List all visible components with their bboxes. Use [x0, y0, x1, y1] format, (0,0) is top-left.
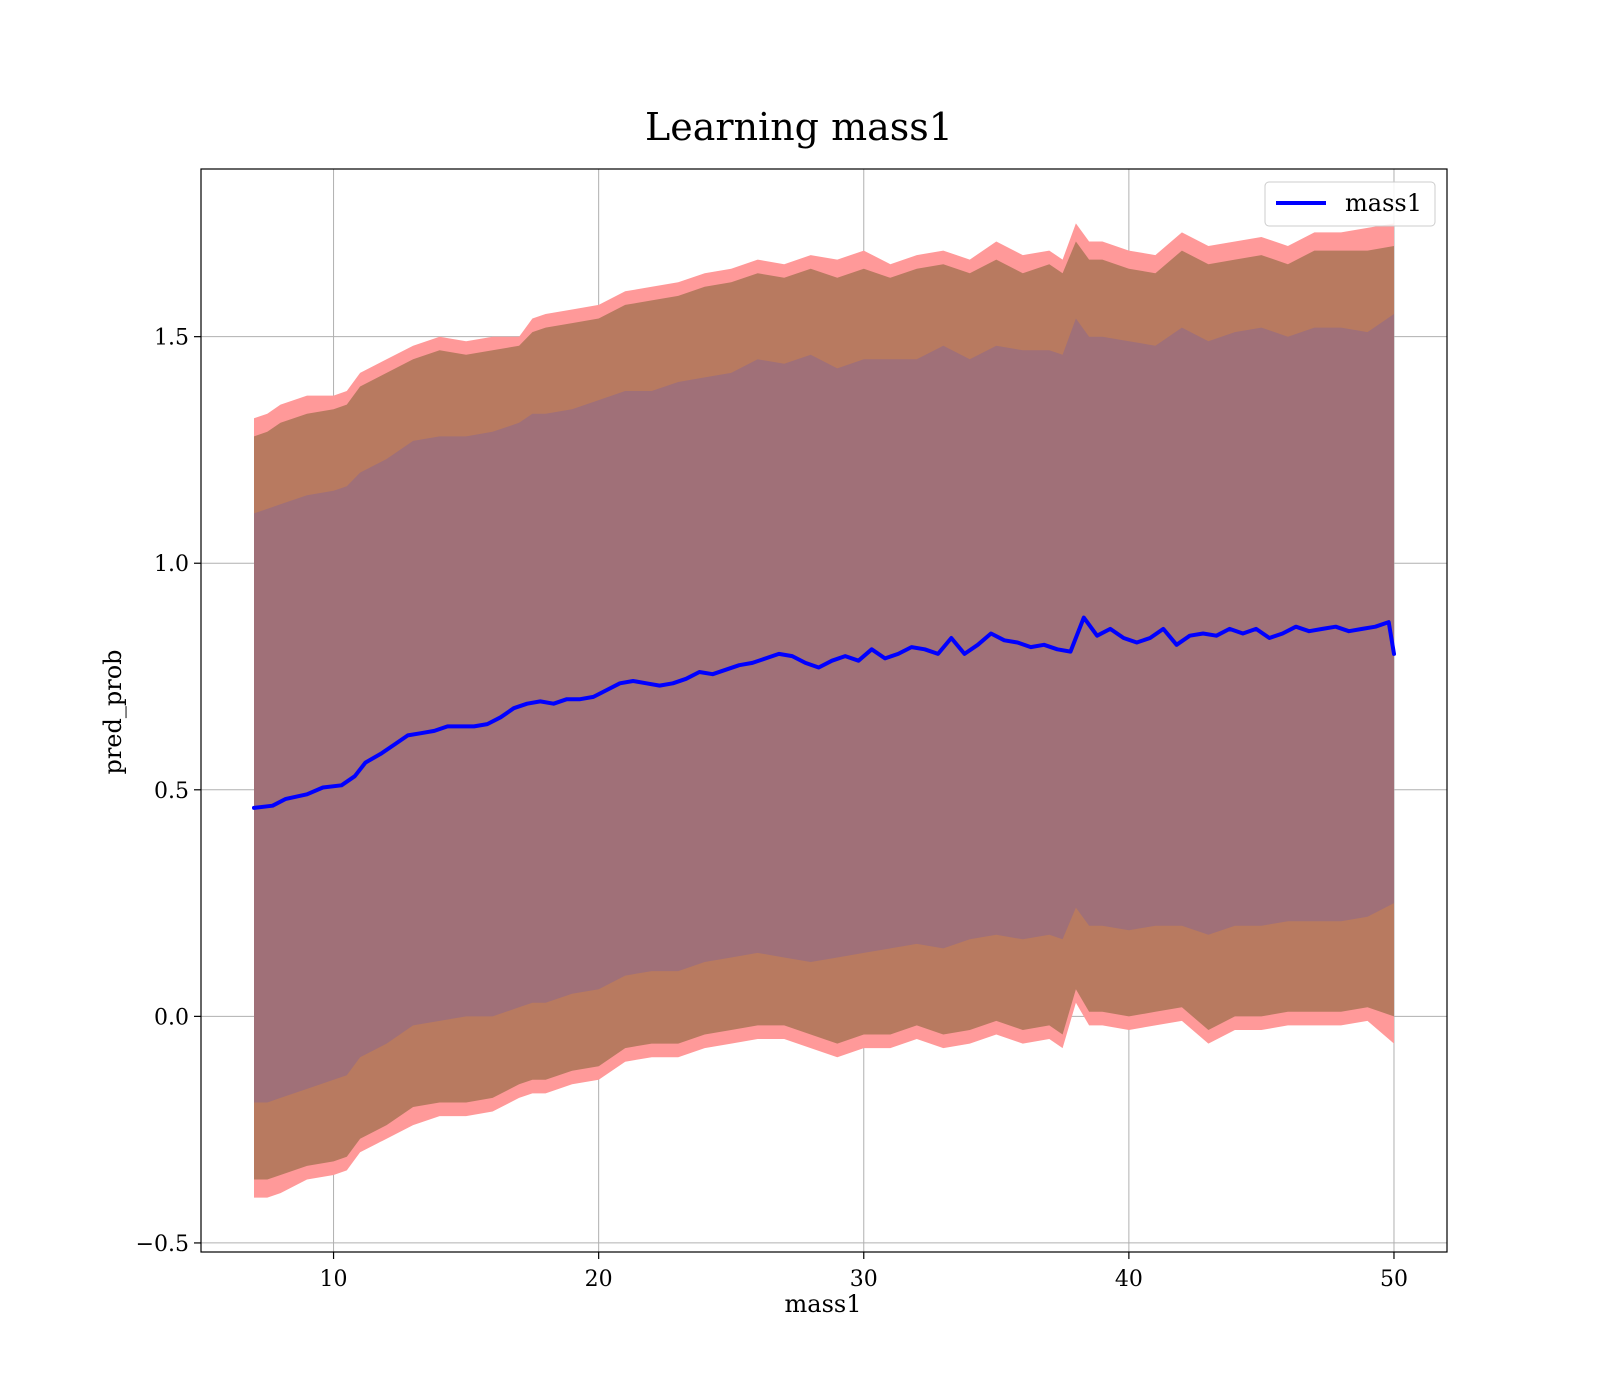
- y-tick-label: 0.5: [154, 779, 189, 804]
- band-inner: [254, 314, 1394, 1103]
- y-tick-label: −0.5: [136, 1232, 189, 1257]
- x-tick-label: 40: [1115, 1267, 1143, 1292]
- x-tick-label: 50: [1380, 1267, 1408, 1292]
- x-axis-label: mass1: [785, 1290, 862, 1318]
- x-tick-label: 30: [850, 1267, 878, 1292]
- y-tick-label: 0.0: [154, 1005, 189, 1030]
- plot-frame: [200, 168, 1448, 1253]
- confidence-bands: [254, 223, 1394, 1198]
- axis-ticks: 10 20 30 40 50 −0.5 0.0 0.5 1.0 1.5: [136, 326, 1408, 1292]
- series-line-mass1: [252, 615, 1396, 810]
- y-tick-label: 1.0: [154, 552, 189, 577]
- x-tick-label: 10: [320, 1267, 348, 1292]
- x-tick-label: 20: [585, 1267, 613, 1292]
- legend: mass1: [1264, 181, 1436, 227]
- legend-label-mass1: mass1: [1345, 189, 1422, 217]
- series-lines: [252, 615, 1396, 810]
- chart-title: Learning mass1: [645, 105, 953, 149]
- y-axis-label: pred_prob: [99, 649, 127, 774]
- legend-box: [1264, 181, 1436, 227]
- y-tick-label: 1.5: [154, 326, 189, 351]
